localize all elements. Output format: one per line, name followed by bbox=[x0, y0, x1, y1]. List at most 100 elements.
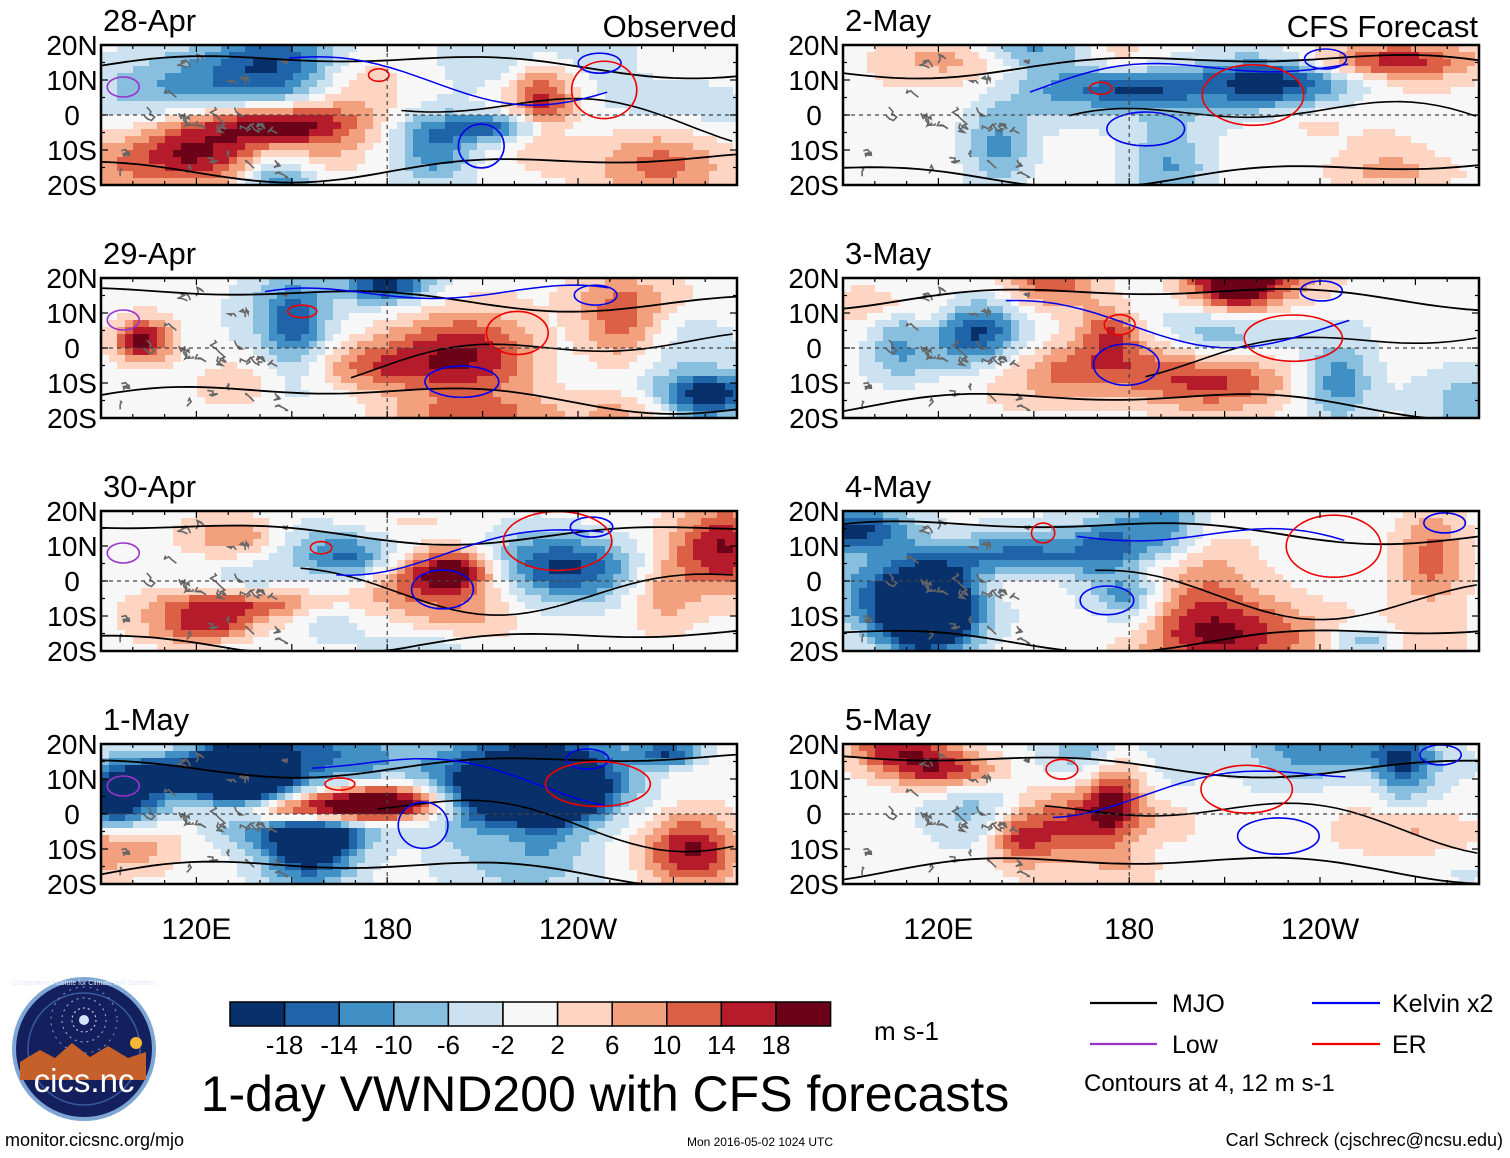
mjo-contour bbox=[843, 288, 1479, 312]
coastline bbox=[1009, 825, 1020, 834]
coastline bbox=[121, 614, 131, 624]
coastline bbox=[195, 518, 205, 530]
coastline bbox=[238, 772, 250, 784]
mjo-contour bbox=[101, 287, 737, 313]
y-tick-label: 20N bbox=[46, 263, 97, 294]
kelvin-contour bbox=[410, 569, 475, 610]
colorbar-cell bbox=[666, 1001, 723, 1027]
colorbar-tick-label: 6 bbox=[605, 1030, 619, 1060]
colorbar-cell bbox=[338, 1001, 395, 1027]
mjo-contour bbox=[101, 629, 737, 651]
panel-date-label: 5-May bbox=[845, 702, 932, 737]
coastline bbox=[885, 572, 898, 588]
coastline bbox=[274, 171, 289, 179]
er-contour bbox=[544, 760, 652, 808]
colorbar-cell bbox=[283, 1001, 340, 1027]
legend-er-label: ER bbox=[1392, 1031, 1427, 1059]
coastline bbox=[225, 312, 237, 318]
coastline bbox=[967, 79, 979, 85]
coastline bbox=[273, 625, 282, 634]
coastline bbox=[121, 381, 131, 391]
y-tick-label: 10S bbox=[789, 601, 839, 632]
coastline bbox=[143, 339, 156, 355]
coastline bbox=[997, 122, 1008, 130]
coastline bbox=[949, 156, 961, 164]
kelvin-contour bbox=[1423, 512, 1467, 534]
colorbar-tick-label: 18 bbox=[762, 1030, 791, 1060]
y-tick-label: 20S bbox=[47, 403, 97, 434]
coastline bbox=[143, 106, 156, 122]
coastline bbox=[905, 788, 919, 797]
er-contour bbox=[1103, 313, 1136, 336]
coastline bbox=[281, 59, 289, 65]
y-tick-label: 20N bbox=[46, 729, 97, 760]
coastline bbox=[987, 355, 997, 365]
kelvin-contour bbox=[1079, 585, 1135, 616]
coastline bbox=[1015, 625, 1024, 634]
forecast-label: CFS Forecast bbox=[1287, 9, 1479, 44]
colorbar-tick-label: -10 bbox=[375, 1030, 413, 1060]
coastline bbox=[986, 625, 997, 635]
coastline bbox=[1015, 159, 1024, 168]
kelvin-contour bbox=[312, 757, 605, 807]
kelvin-contour bbox=[565, 748, 610, 770]
units-label: m s-1 bbox=[874, 1016, 939, 1046]
coastline bbox=[936, 819, 949, 829]
mjo-contour bbox=[101, 753, 737, 779]
coastline bbox=[225, 615, 230, 624]
panel-date-label: 3-May bbox=[845, 236, 932, 271]
colorbar-tick-label: -18 bbox=[266, 1030, 304, 1060]
kelvin-contour bbox=[569, 516, 614, 538]
colorbar-cell bbox=[611, 1001, 668, 1027]
panel-5-may: 5-May bbox=[841, 702, 1481, 886]
kelvin-contour bbox=[1106, 111, 1186, 147]
y-tick-label: 20N bbox=[788, 496, 839, 527]
coastline bbox=[143, 805, 156, 821]
coastline bbox=[997, 355, 1008, 363]
coastline bbox=[273, 392, 282, 401]
kelvin-contour bbox=[1077, 527, 1345, 542]
coastline bbox=[194, 353, 207, 363]
er-contour bbox=[309, 540, 333, 555]
coastline bbox=[209, 805, 227, 827]
y-tick-label: 20N bbox=[46, 30, 97, 61]
coastline bbox=[177, 292, 192, 302]
mjo-contour bbox=[101, 385, 737, 415]
coastline bbox=[981, 123, 1005, 134]
colorbar-cell bbox=[720, 1001, 777, 1027]
y-tick-label: 10S bbox=[47, 368, 97, 399]
colorbar-cell bbox=[556, 1001, 613, 1027]
kelvin-contour bbox=[336, 529, 604, 577]
legend-low-label: Low bbox=[1172, 1031, 1219, 1059]
coastline bbox=[209, 572, 227, 594]
coastline bbox=[163, 89, 177, 98]
footer-timestamp: Mon 2016-05-02 1024 UTC bbox=[687, 1135, 833, 1149]
y-tick-label: 20N bbox=[788, 263, 839, 294]
coastline bbox=[281, 758, 289, 764]
y-tick-label: 20S bbox=[789, 170, 839, 201]
observed-label: Observed bbox=[603, 9, 737, 44]
sun-icon bbox=[130, 1037, 142, 1049]
er-contour bbox=[1030, 522, 1056, 544]
coastline bbox=[1015, 858, 1024, 867]
coastline bbox=[267, 592, 278, 601]
er-contour bbox=[324, 777, 356, 791]
y-tick-label: 20S bbox=[47, 636, 97, 667]
y-tick-label: 10S bbox=[47, 135, 97, 166]
coastline bbox=[951, 805, 969, 827]
footer-credit: Carl Schreck (cjschrec@ncsu.edu) bbox=[1226, 1130, 1503, 1150]
coastline bbox=[255, 588, 266, 596]
coastline bbox=[225, 848, 230, 857]
coastline bbox=[1023, 758, 1031, 764]
coastline bbox=[1016, 637, 1031, 645]
mjo-contour bbox=[843, 856, 1479, 884]
coastline bbox=[980, 539, 992, 551]
coastline bbox=[861, 866, 865, 876]
kelvin-contour bbox=[1299, 280, 1344, 302]
panel-date-label: 2-May bbox=[845, 3, 932, 38]
panel-date-label: 4-May bbox=[845, 469, 932, 504]
y-tick-label: 10S bbox=[789, 368, 839, 399]
coastline bbox=[863, 847, 873, 857]
legend-mjo-label: MJO bbox=[1172, 990, 1225, 1018]
